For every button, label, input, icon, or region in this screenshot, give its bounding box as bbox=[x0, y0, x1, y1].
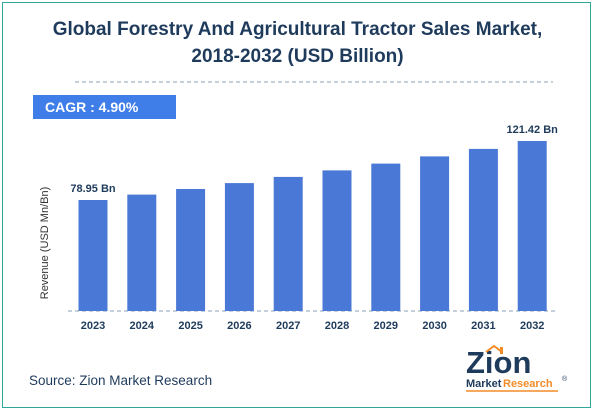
data-label-2023: 78.95 Bn bbox=[70, 183, 116, 195]
bar-2031 bbox=[468, 148, 498, 311]
y-axis-label: Revenue (USD Mn/Bn) bbox=[39, 187, 51, 300]
data-label-2032: 121.42 Bn bbox=[507, 124, 559, 136]
cagr-badge: CAGR : 4.90% bbox=[33, 95, 176, 119]
chart-title: Global Forestry And Agricultural Tractor… bbox=[0, 16, 595, 70]
bars-group bbox=[78, 141, 547, 311]
logo-sub-research: Research bbox=[503, 378, 553, 390]
x-tick-2032: 2032 bbox=[520, 320, 544, 332]
bar-2028 bbox=[322, 170, 352, 311]
bar-2027 bbox=[273, 176, 303, 311]
logo-trademark: ® bbox=[562, 375, 568, 383]
bar-2025 bbox=[176, 189, 206, 311]
bar-2030 bbox=[420, 156, 450, 311]
x-tick-2023: 2023 bbox=[81, 320, 105, 332]
bar-2032 bbox=[517, 141, 547, 311]
x-tick-2027: 2027 bbox=[276, 320, 300, 332]
x-tick-2028: 2028 bbox=[325, 320, 349, 332]
logo-word: Zion bbox=[466, 345, 531, 380]
data-labels: 78.95 Bn 121.42 Bn bbox=[70, 124, 558, 195]
bar-2026 bbox=[224, 183, 254, 311]
chart-frame bbox=[2, 2, 591, 408]
title-line-2: 2018-2032 (USD Billion) bbox=[191, 46, 404, 67]
logo-chimney-icon bbox=[500, 347, 503, 354]
bar-2029 bbox=[371, 163, 401, 311]
source-text: Source: Zion Market Research bbox=[29, 373, 213, 388]
logo-roof-icon bbox=[485, 344, 503, 353]
x-tick-2030: 2030 bbox=[422, 320, 446, 332]
logo-sub-market: Market bbox=[466, 378, 502, 390]
x-tick-labels: 2023 2024 2025 2026 2027 2028 2029 2030 2031 2032 bbox=[81, 320, 545, 332]
x-tick-2031: 2031 bbox=[471, 320, 495, 332]
bar-2024 bbox=[127, 194, 157, 311]
bar-2023 bbox=[78, 200, 108, 311]
x-tick-2025: 2025 bbox=[178, 320, 202, 332]
x-tick-2024: 2024 bbox=[130, 320, 155, 332]
zion-logo: Zion Market Research ® bbox=[466, 344, 568, 392]
title-line-1: Global Forestry And Agricultural Tractor… bbox=[52, 19, 543, 40]
x-tick-2026: 2026 bbox=[227, 320, 251, 332]
x-tick-2029: 2029 bbox=[374, 320, 398, 332]
